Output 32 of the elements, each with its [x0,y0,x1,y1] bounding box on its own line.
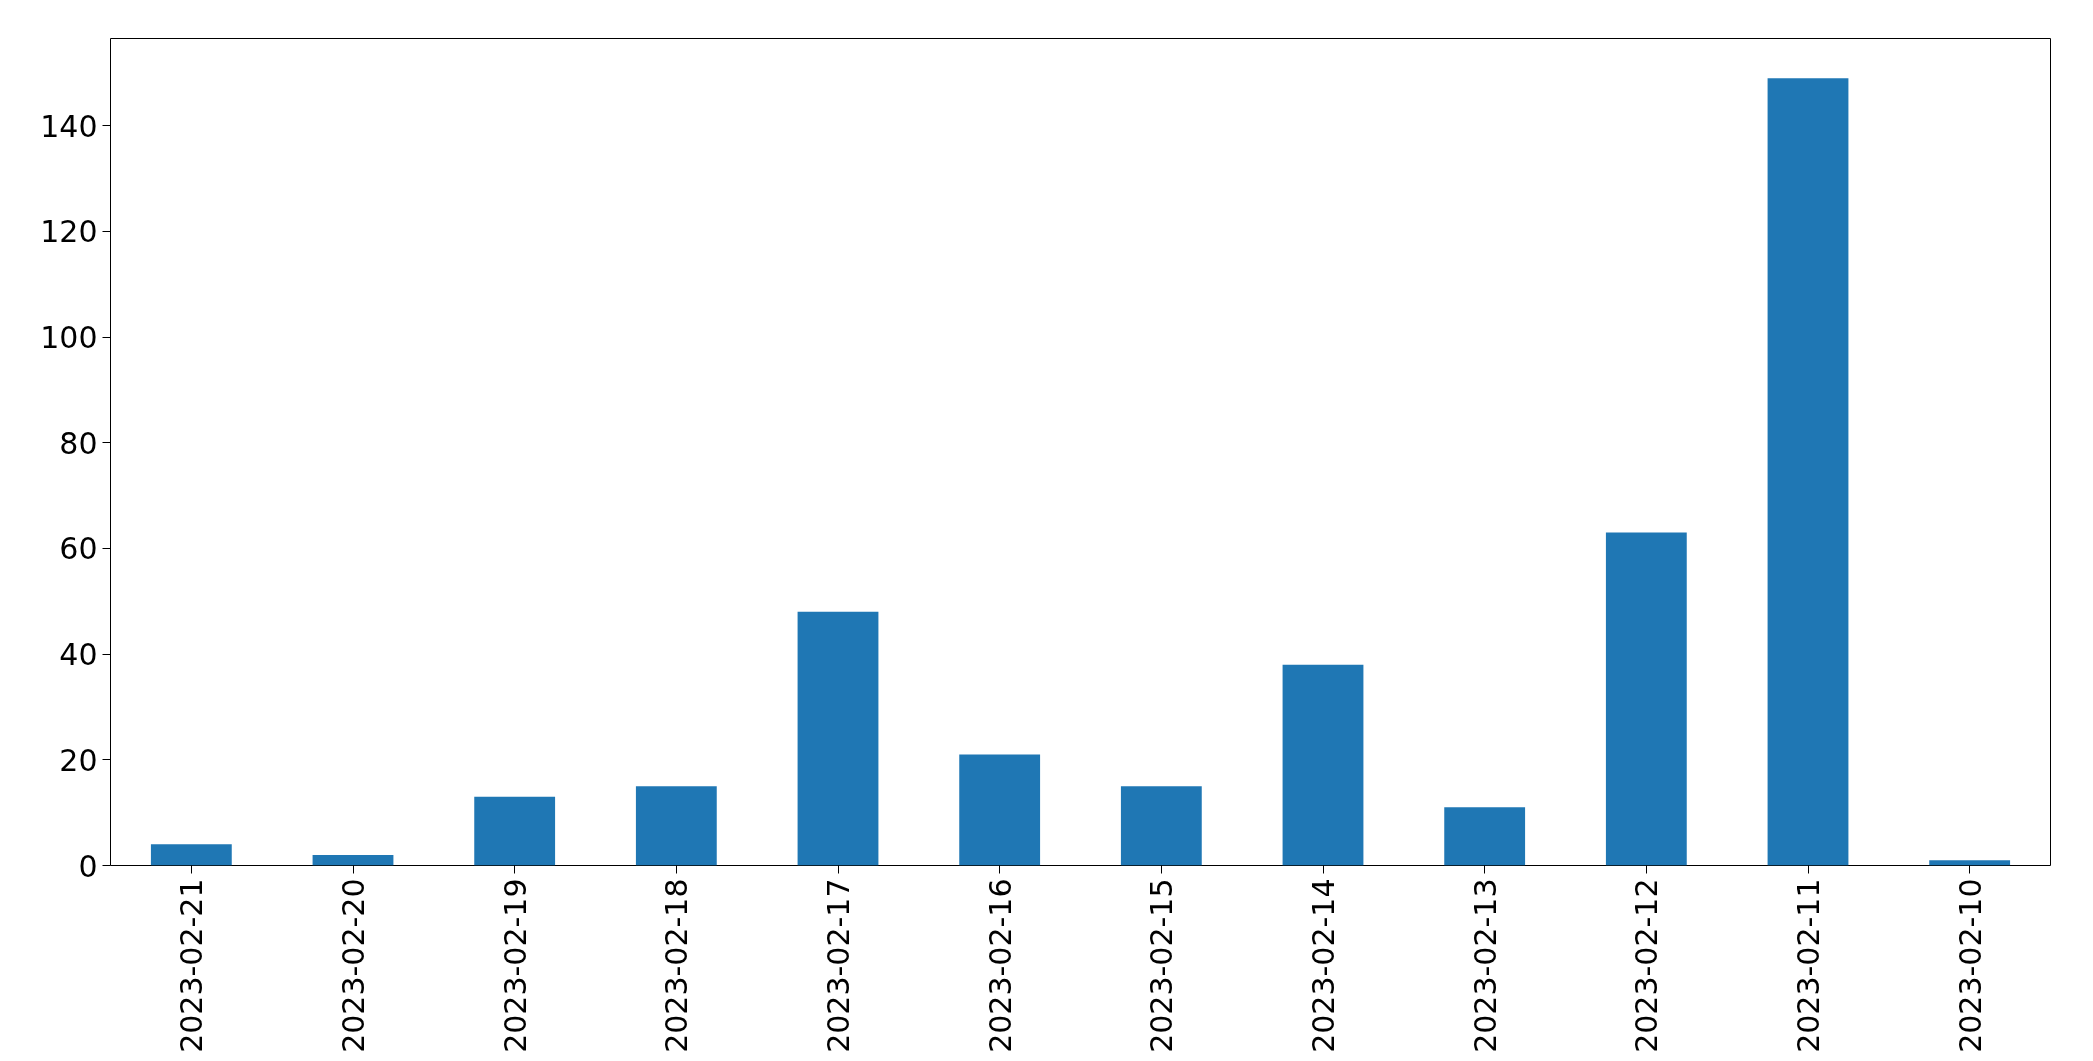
bar [797,611,879,866]
y-tick-label: 80 [59,425,98,461]
bar [474,796,556,866]
x-tick-label: 2023-02-10 [1952,878,1988,1053]
y-tick-label: 40 [59,637,98,673]
bar [1282,664,1364,866]
x-tick-label: 2023-02-18 [659,878,695,1053]
x-tick-label: 2023-02-20 [336,878,371,1053]
bar [1120,786,1202,866]
y-tick-label: 0 [78,848,98,884]
bar [635,786,717,866]
x-tick-label: 2023-02-21 [174,878,210,1053]
bar [1605,532,1687,866]
x-tick-label: 2023-02-13 [1467,878,1503,1053]
bar [312,854,394,866]
y-tick-label: 20 [59,742,98,778]
x-tick-label: 2023-02-12 [1629,878,1665,1053]
x-tick-label: 2023-02-17 [821,878,856,1053]
bar [1929,860,2011,866]
bar [959,754,1041,866]
x-tick-label: 2023-02-16 [982,878,1018,1053]
x-tick-label: 2023-02-14 [1306,878,1341,1053]
x-tick-label: 2023-02-11 [1791,878,1826,1053]
x-tick-label: 2023-02-19 [497,878,533,1053]
bar [1444,807,1526,866]
y-tick-label: 140 [40,108,98,144]
y-tick-label: 60 [59,531,98,567]
y-tick-label: 120 [40,214,98,250]
x-tick-label: 2023-02-15 [1144,878,1180,1053]
y-tick-label: 100 [40,320,98,356]
bar [1767,78,1849,866]
bar [150,844,232,866]
